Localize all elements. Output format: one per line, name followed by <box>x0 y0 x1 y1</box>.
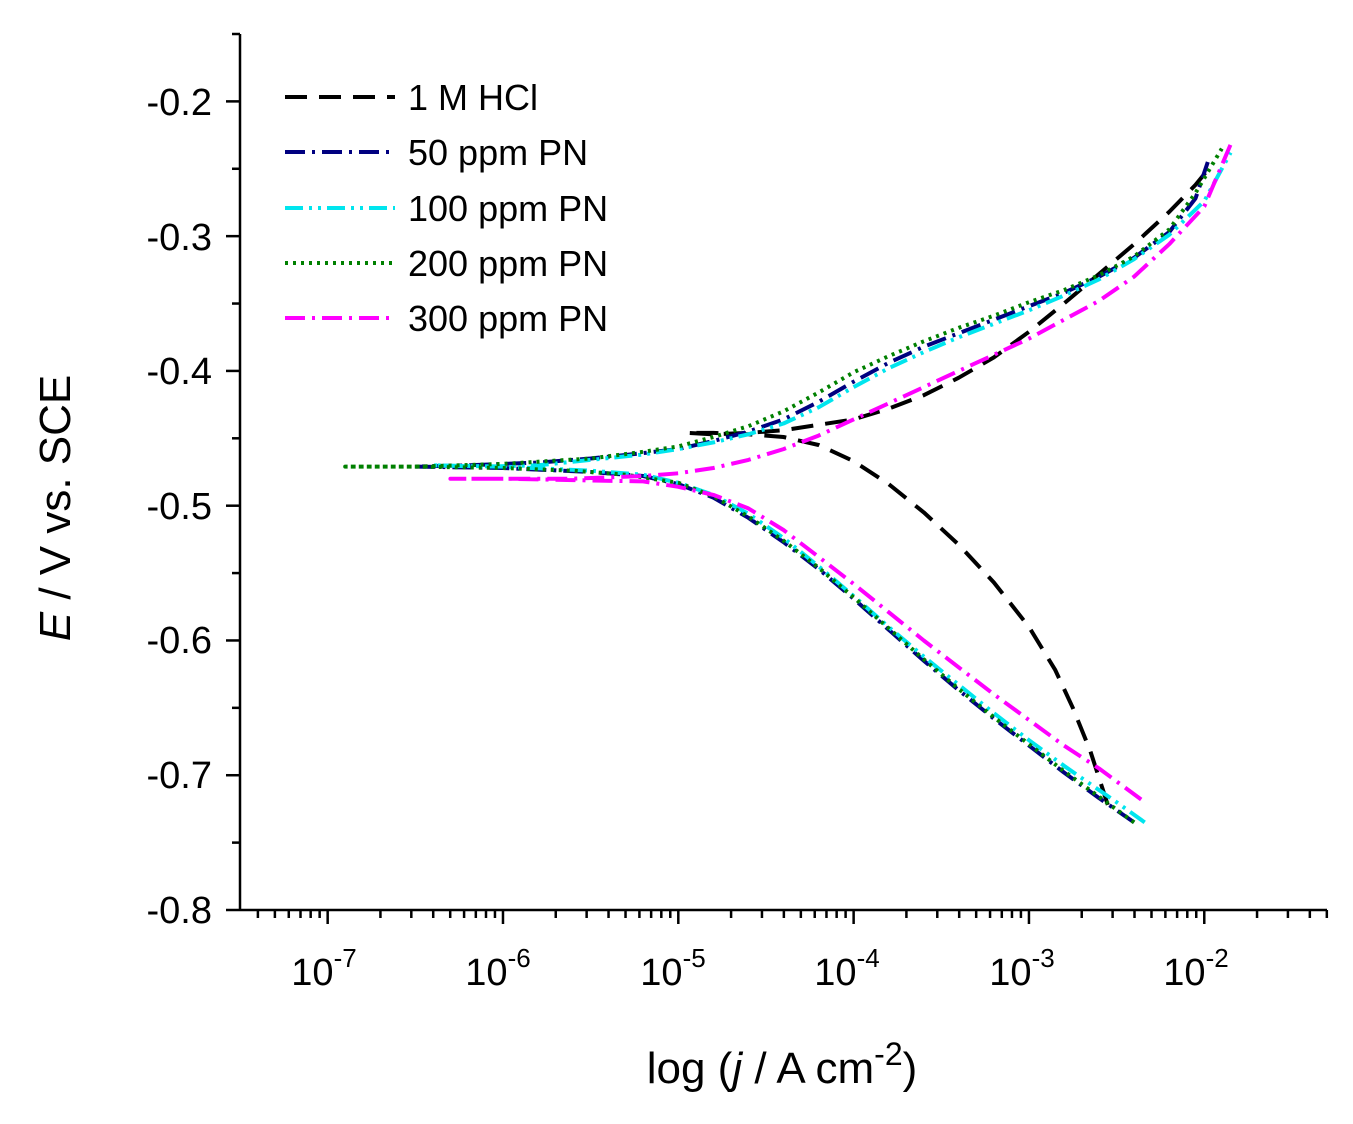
x-tick-labels: 10-7 10-6 10-5 10-4 10-3 10-2 <box>291 943 1228 994</box>
x-tick-label: 10-3 <box>989 943 1054 994</box>
y-tick-label: -0.5 <box>147 486 212 528</box>
x-axis-title: log (j / A cm-2) <box>647 1036 918 1093</box>
legend-label: 50 ppm PN <box>408 132 588 173</box>
y-tick-label: -0.4 <box>147 351 212 393</box>
x-tick-label: 10-7 <box>291 943 356 994</box>
series-line-2 <box>430 151 1233 825</box>
series-line-4 <box>448 143 1233 802</box>
legend-label: 1 M HCl <box>408 77 538 118</box>
y-tick-label: -0.2 <box>147 82 212 124</box>
y-ticks <box>226 32 240 912</box>
x-tick-label: 10-2 <box>1163 943 1228 994</box>
x-ticks <box>256 910 1329 924</box>
y-tick-label: -0.7 <box>147 755 212 797</box>
legend-label: 100 ppm PN <box>408 188 608 229</box>
series-line-0 <box>685 162 1215 806</box>
legend-entry-300ppm: 300 ppm PN <box>285 298 608 339</box>
legend-entry-100ppm: 100 ppm PN <box>285 188 608 229</box>
legend-label: 300 ppm PN <box>408 298 608 339</box>
plot-curves <box>343 143 1233 825</box>
x-tick-label: 10-5 <box>640 943 705 994</box>
axes <box>226 32 1329 924</box>
x-tick-label: 10-6 <box>465 943 530 994</box>
legend-entry-1m-hcl: 1 M HCl <box>285 77 538 118</box>
y-tick-label: -0.3 <box>147 217 212 259</box>
legend-label: 200 ppm PN <box>408 243 608 284</box>
x-tick-label: 10-4 <box>814 943 879 994</box>
y-tick-labels: -0.2 -0.3 -0.4 -0.5 -0.6 -0.7 -0.8 <box>147 82 212 932</box>
legend-entry-200ppm: 200 ppm PN <box>285 243 608 284</box>
legend-entry-50ppm: 50 ppm PN <box>285 132 588 173</box>
y-axis-title: E / V vs. SCE <box>31 375 80 642</box>
y-tick-label: -0.8 <box>147 890 212 932</box>
series-line-3 <box>343 147 1224 825</box>
y-tick-label: -0.6 <box>147 620 212 662</box>
legend: 1 M HCl 50 ppm PN 100 ppm PN 200 ppm PN … <box>285 77 608 339</box>
